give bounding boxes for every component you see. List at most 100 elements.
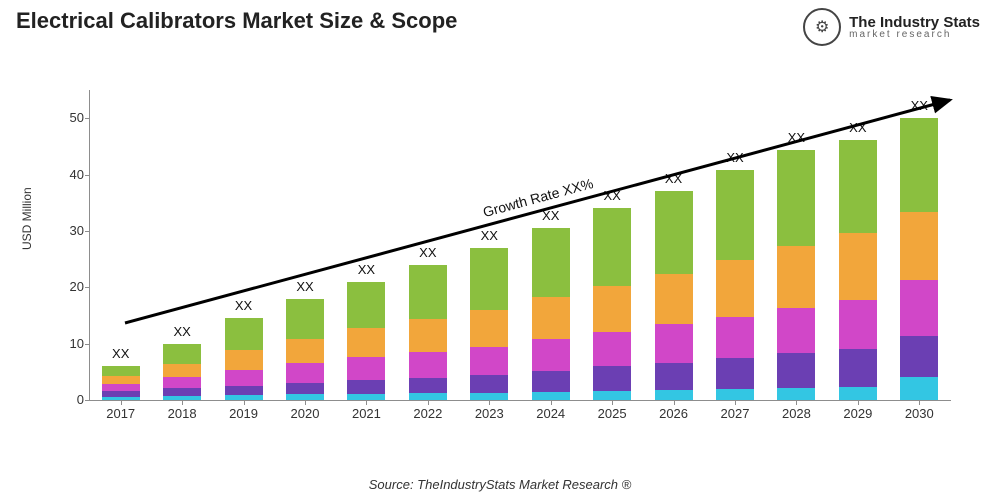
brand-logo-line2: market research [849, 30, 980, 40]
bar-value-label: XX [726, 150, 743, 165]
x-tick-mark [919, 400, 920, 405]
x-tick-label: 2029 [843, 406, 872, 421]
bar-segment [225, 318, 263, 350]
bar-segment [409, 393, 447, 400]
x-tick-mark [244, 400, 245, 405]
bar-segment [839, 300, 877, 348]
bar-segment [716, 317, 754, 358]
growth-rate-label: Growth Rate XX% [481, 175, 595, 220]
bar-segment [163, 388, 201, 396]
bar-segment [532, 228, 570, 297]
brand-logo-text: The Industry Stats market research [849, 15, 980, 40]
source-credit: Source: TheIndustryStats Market Research… [0, 477, 1000, 492]
y-axis-line [89, 90, 90, 400]
bar-value-label: XX [358, 262, 375, 277]
x-tick-mark [674, 400, 675, 405]
y-tick-label: 0 [56, 392, 84, 407]
bar-segment [409, 319, 447, 352]
bar-segment [225, 350, 263, 370]
bar-segment [347, 282, 385, 329]
x-tick-label: 2019 [229, 406, 258, 421]
x-tick-label: 2026 [659, 406, 688, 421]
bar-segment [777, 308, 815, 353]
bar-segment [532, 392, 570, 400]
bar-segment [409, 378, 447, 393]
bar-segment [470, 310, 508, 347]
y-tick-label: 20 [56, 279, 84, 294]
bar-segment [777, 353, 815, 388]
bar-segment [593, 391, 631, 400]
x-tick-mark [182, 400, 183, 405]
bar-segment [470, 375, 508, 392]
bar-segment [163, 377, 201, 388]
bar-value-label: XX [849, 120, 866, 135]
bar-segment [593, 332, 631, 366]
bar-segment [716, 170, 754, 260]
x-tick-mark [551, 400, 552, 405]
bar-segment [102, 366, 140, 376]
bar-segment [102, 391, 140, 397]
bar-value-label: XX [911, 98, 928, 113]
root: Electrical Calibrators Market Size & Sco… [0, 0, 1000, 500]
bar-segment [409, 352, 447, 378]
bar-segment [286, 339, 324, 363]
brand-logo: ⚙ The Industry Stats market research [803, 8, 980, 46]
bar-segment [593, 286, 631, 332]
bar-segment [900, 118, 938, 212]
y-tick-mark [85, 118, 90, 119]
x-tick-label: 2024 [536, 406, 565, 421]
bar-segment [347, 328, 385, 357]
bar-segment [777, 388, 815, 400]
page-title: Electrical Calibrators Market Size & Sco… [16, 8, 457, 34]
bar-value-label: XX [665, 171, 682, 186]
bar-segment [839, 233, 877, 301]
chart-plot: 01020304050XX2017XX2018XX2019XX2020XX202… [80, 80, 960, 420]
bar-segment [655, 390, 693, 400]
x-tick-mark [121, 400, 122, 405]
bar-segment [839, 349, 877, 387]
bar-segment [532, 371, 570, 392]
bar-value-label: XX [481, 228, 498, 243]
brand-logo-line1: The Industry Stats [849, 15, 980, 30]
y-tick-label: 40 [56, 167, 84, 182]
bar-value-label: XX [603, 188, 620, 203]
bar-segment [470, 248, 508, 310]
bar-segment [102, 376, 140, 384]
bar-segment [347, 357, 385, 380]
x-tick-mark [366, 400, 367, 405]
y-tick-label: 50 [56, 110, 84, 125]
gear-icon: ⚙ [803, 8, 841, 46]
bar-segment [286, 363, 324, 383]
bar-segment [163, 344, 201, 364]
bar-segment [777, 246, 815, 308]
bar-segment [655, 274, 693, 324]
y-tick-mark [85, 400, 90, 401]
chart-area: 01020304050XX2017XX2018XX2019XX2020XX202… [80, 80, 960, 420]
bar-segment [532, 297, 570, 339]
bar-segment [900, 280, 938, 336]
bar-segment [593, 366, 631, 391]
bar-segment [655, 363, 693, 391]
bar-segment [900, 336, 938, 377]
bar-segment [225, 386, 263, 396]
x-tick-mark [489, 400, 490, 405]
bar-value-label: XX [788, 130, 805, 145]
bar-segment [470, 347, 508, 375]
bar-segment [716, 260, 754, 316]
bar-segment [347, 380, 385, 394]
y-axis-label: USD Million [20, 187, 34, 250]
bar-value-label: XX [235, 298, 252, 313]
bar-value-label: XX [419, 245, 436, 260]
bar-segment [286, 383, 324, 395]
y-tick-mark [85, 287, 90, 288]
y-tick-label: 30 [56, 223, 84, 238]
x-tick-label: 2028 [782, 406, 811, 421]
x-tick-label: 2021 [352, 406, 381, 421]
y-tick-label: 10 [56, 336, 84, 351]
bar-segment [839, 140, 877, 233]
x-tick-label: 2020 [291, 406, 320, 421]
bar-segment [225, 370, 263, 386]
bar-segment [716, 389, 754, 400]
bar-segment [102, 384, 140, 391]
bar-segment [532, 339, 570, 371]
